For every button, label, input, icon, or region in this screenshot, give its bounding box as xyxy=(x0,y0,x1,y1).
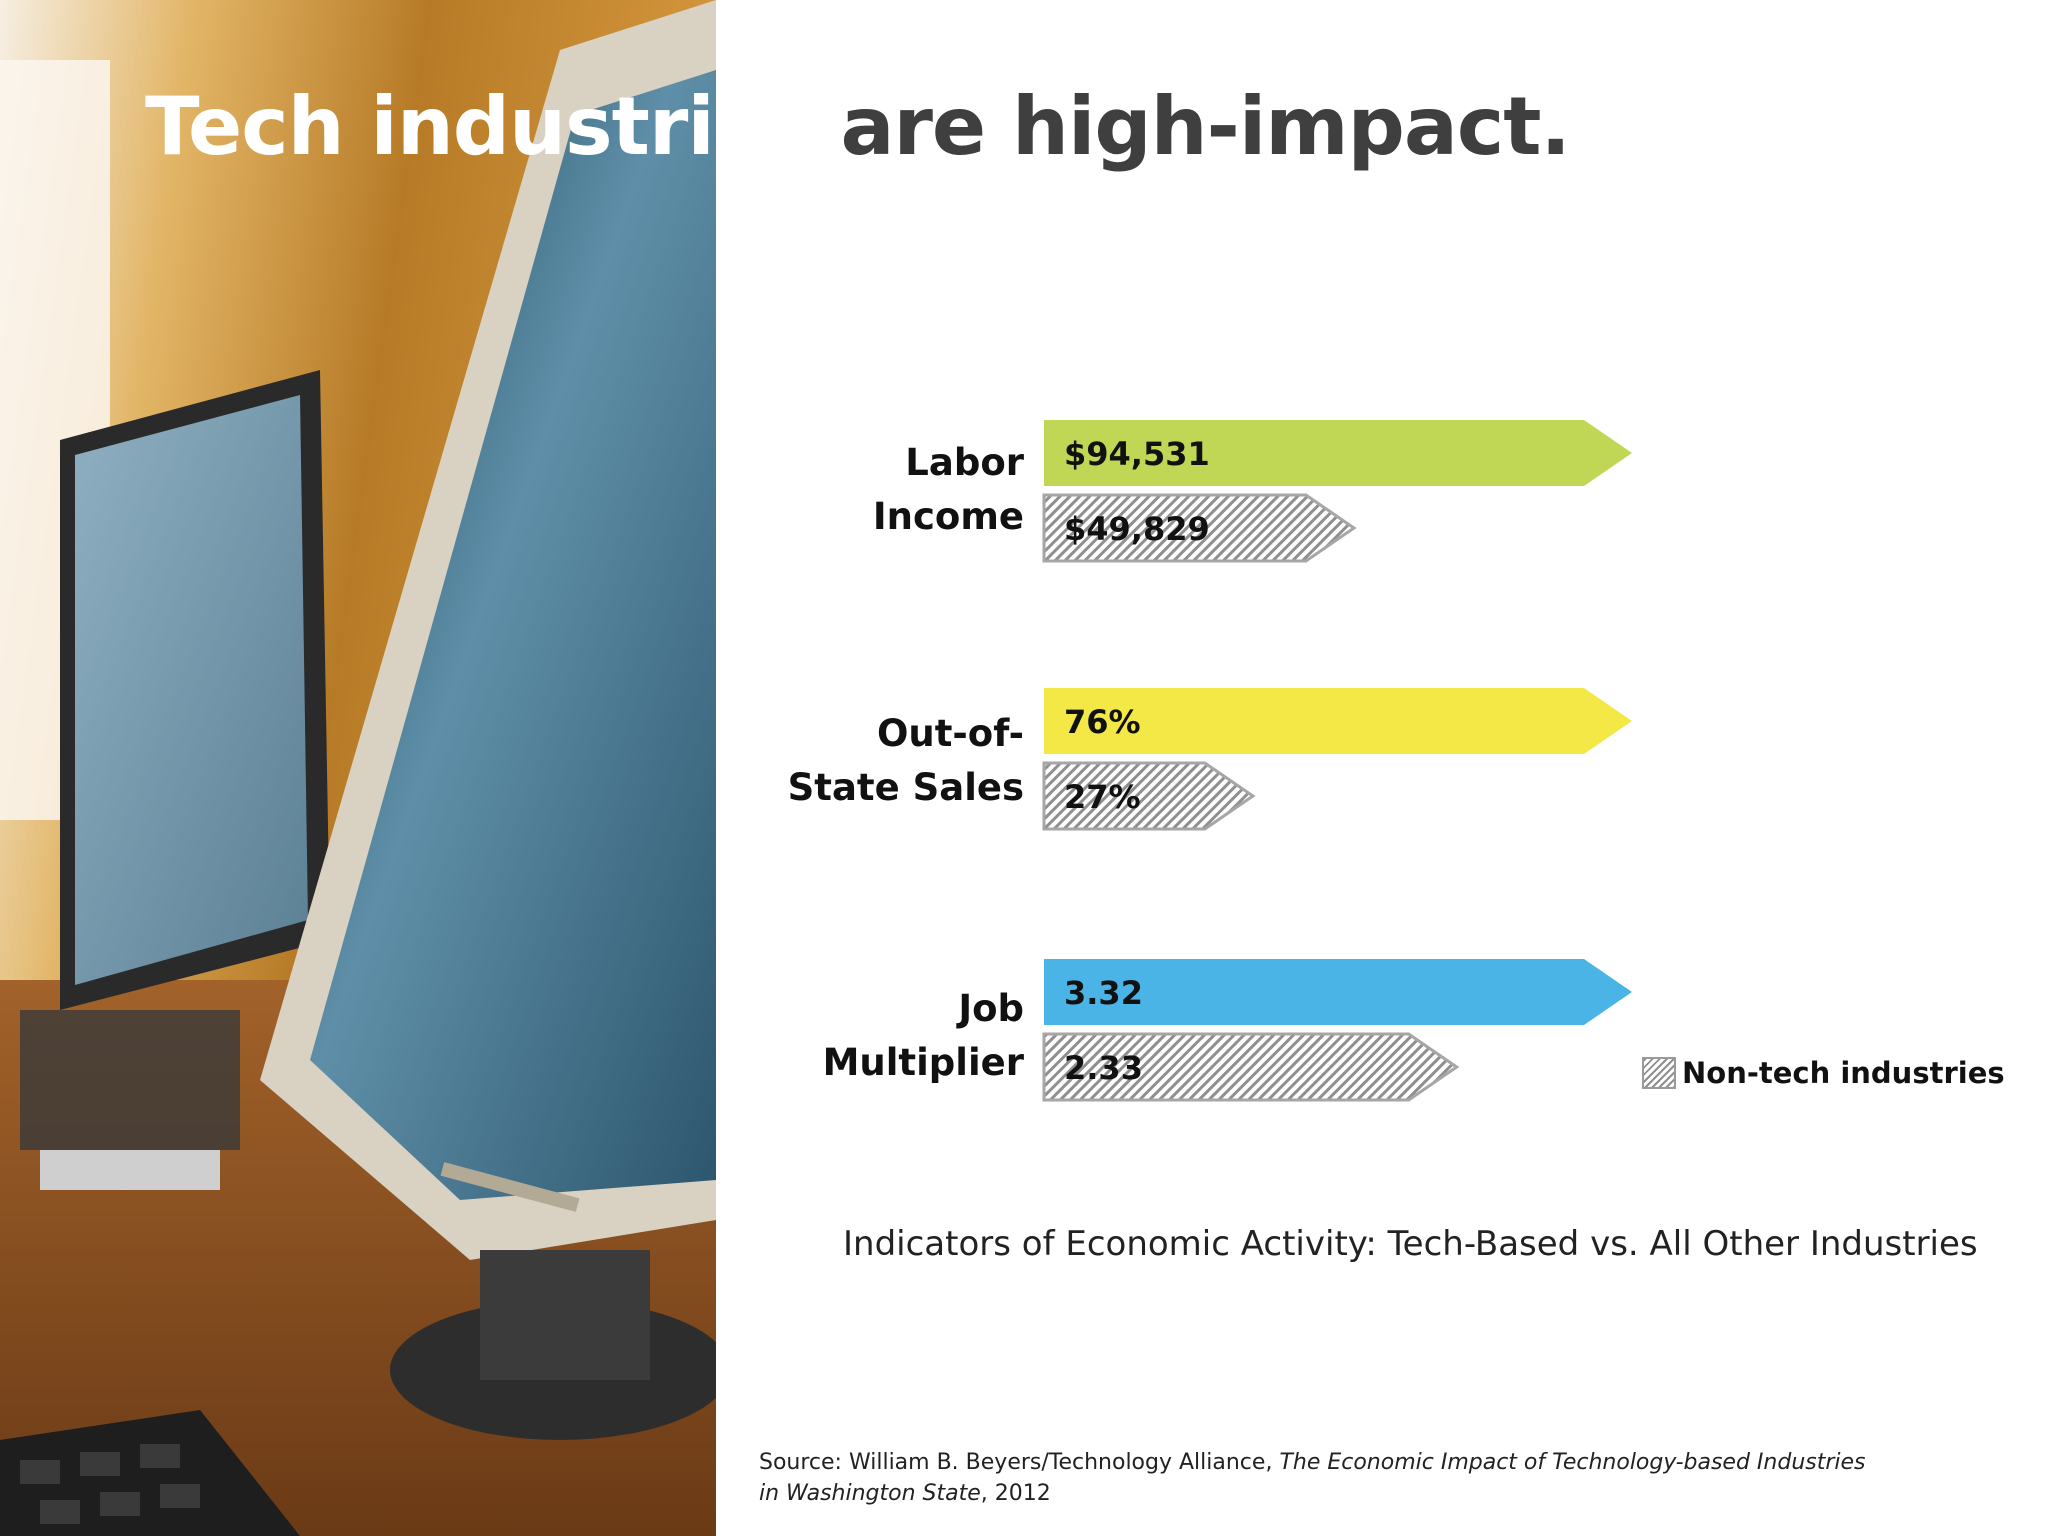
chart-legend: Non-tech industries xyxy=(1642,1056,2005,1090)
chart-subtitle: Indicators of Economic Activity: Tech-Ba… xyxy=(843,1224,1978,1264)
bar-value-label-tech-out-of-state-sales: 76% xyxy=(1064,703,1141,741)
source-citation: Source: William B. Beyers/Technology All… xyxy=(759,1447,1866,1509)
category-label-line: Out-of- xyxy=(876,712,1024,755)
bar-value-label-nontech-job-multiplier: 2.33 xyxy=(1064,1049,1143,1087)
source-prefix: Source: William B. Beyers/Technology All… xyxy=(759,1450,1280,1475)
slide-title-dark-part: are high-impact. xyxy=(813,80,1570,173)
bar-tech-labor-income xyxy=(1044,420,1632,486)
source-work-title-2: in Washington State xyxy=(759,1481,981,1506)
bar-value-label-tech-labor-income: $94,531 xyxy=(1064,435,1210,473)
source-work-title-1: The Economic Impact of Technology-based … xyxy=(1279,1450,1866,1475)
source-suffix: , 2012 xyxy=(980,1481,1051,1506)
bar-nontech-labor-income xyxy=(1042,493,1357,563)
bar-nontech-out-of-state-sales xyxy=(1042,761,1256,831)
bar-value-label-tech-job-multiplier: 3.32 xyxy=(1064,974,1143,1012)
bar-value-label-nontech-out-of-state-sales: 27% xyxy=(1064,778,1141,816)
legend-swatch-hatched xyxy=(1642,1057,1676,1089)
category-label-line: Multiplier xyxy=(822,1041,1024,1084)
computer-monitors-icon xyxy=(0,0,716,1536)
category-label-job-multiplier: Job Multiplier xyxy=(823,982,1024,1090)
category-label-line: Labor xyxy=(905,441,1024,484)
bar-tech-job-multiplier xyxy=(1044,959,1632,1025)
legend-label: Non-tech industries xyxy=(1682,1056,2005,1090)
computer-monitors-photo xyxy=(0,0,716,1536)
bar-value-label-nontech-labor-income: $49,829 xyxy=(1064,510,1210,548)
bar-nontech-job-multiplier xyxy=(1042,1032,1460,1102)
category-label-line: Income xyxy=(872,495,1024,538)
slide-title: Tech industries are high-impact. xyxy=(145,80,1571,173)
bar-tech-out-of-state-sales xyxy=(1044,688,1632,754)
category-label-line: State Sales xyxy=(787,766,1024,809)
slide-title-white-part: Tech industries xyxy=(145,80,815,173)
category-label-labor-income: Labor Income xyxy=(873,436,1024,544)
category-label-line: Job xyxy=(958,987,1024,1030)
category-label-out-of-state-sales: Out-of- State Sales xyxy=(788,707,1024,815)
